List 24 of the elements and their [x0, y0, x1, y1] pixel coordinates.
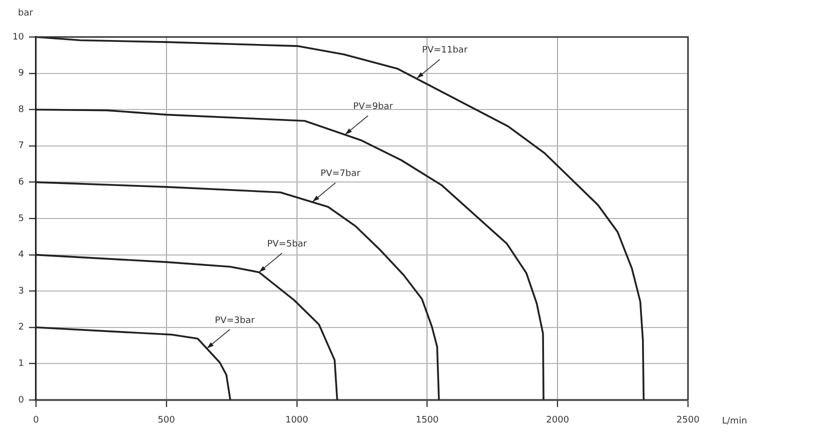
x-tick-label: 1000: [285, 416, 309, 426]
y-tick-label: 9: [18, 68, 24, 79]
y-tick-label: 4: [18, 250, 24, 260]
y-tick-label: 5: [18, 214, 24, 224]
x-tick-label: 0: [33, 416, 40, 426]
y-tick-label: 0: [18, 395, 24, 406]
y-tick-label: 8: [18, 104, 24, 115]
annotation: PV=5bar: [267, 240, 308, 250]
x-tick-label: 500: [158, 416, 176, 426]
x-tick-label: 2500: [676, 416, 700, 426]
y-tick-label: 3: [18, 286, 24, 296]
x-axis-title: L/min: [722, 416, 748, 426]
y-tick-label: 7: [18, 141, 24, 152]
annotation: PV=7bar: [320, 169, 361, 180]
y-tick-label: 1: [18, 359, 24, 370]
annotation: PV=3bar: [214, 316, 256, 326]
x-tick-label: 1500: [416, 416, 439, 426]
y-tick-label: 10: [12, 32, 24, 42]
annotation: PV=9bar: [353, 102, 394, 112]
annotation: PV=11bar: [422, 46, 468, 56]
y-axis-title: bar: [18, 8, 34, 18]
x-tick-label: 2000: [546, 416, 570, 426]
y-tick-label: 6: [18, 178, 24, 188]
y-tick-label: 2: [18, 322, 24, 333]
